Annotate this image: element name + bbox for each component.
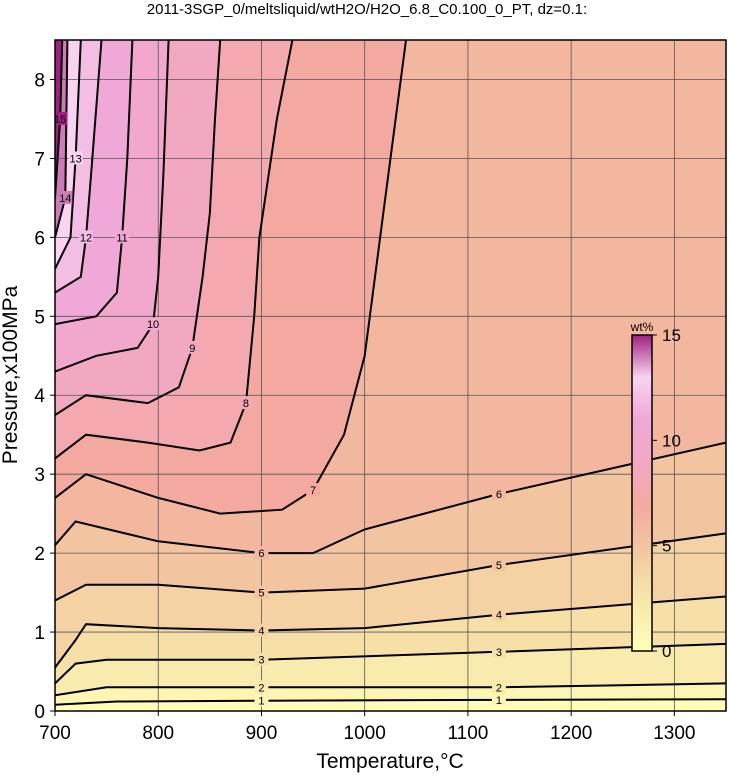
contour-label: 1 [496, 695, 502, 707]
contour-label-bg [58, 190, 73, 204]
contour-line [55, 441, 726, 555]
y-tick-label: 3 [34, 465, 45, 486]
chart-title: 2011-3SGP_0/meltsliquid/wtH2O/H2O_6.8_C0… [147, 1, 587, 18]
contour-label: 4 [258, 625, 264, 637]
contour-label-bg [78, 230, 93, 244]
contour-label: 1 [258, 696, 264, 708]
contour-label-bg [254, 585, 269, 599]
contour-label-bg [68, 151, 83, 165]
contour-label: 7 [310, 485, 316, 497]
contour-label: 14 [59, 193, 71, 205]
y-tick-label: 1 [34, 623, 45, 644]
colorbar-label: wt% [630, 320, 654, 334]
x-axis-label: Temperature,°C [316, 750, 463, 773]
y-tick-label: 0 [34, 702, 45, 723]
contour-label: 10 [147, 319, 159, 331]
plot-frame [54, 39, 727, 712]
contour-label-bg [55, 111, 68, 125]
contour-label-bg [491, 557, 506, 571]
colorbar-tick-label: 15 [662, 326, 681, 345]
contour-label-bg [306, 482, 321, 496]
contour-line [55, 40, 294, 460]
contour-label-bg [491, 607, 506, 621]
contour-label: 6 [258, 548, 264, 560]
y-tick-label: 6 [34, 228, 45, 249]
contour-label-bg [491, 692, 506, 706]
contour-label: 11 [116, 232, 127, 244]
contour-line [55, 40, 407, 515]
colorbar [631, 334, 653, 652]
contour-label-bg [185, 340, 200, 354]
contour-line [55, 40, 82, 270]
x-tick-label: 1200 [550, 723, 592, 744]
contour-label-bg [115, 230, 130, 244]
contour-line [55, 595, 726, 669]
contour-label: 3 [258, 655, 264, 667]
contour-line [55, 642, 726, 685]
contour-label-bg [254, 680, 269, 694]
contour-label-bg [491, 680, 506, 694]
x-tick-label: 800 [142, 723, 174, 744]
contour-label: 15 [54, 114, 66, 126]
contour-label: 9 [189, 343, 195, 355]
contour-label: 6 [496, 489, 502, 501]
contour-label-bg [254, 546, 269, 560]
contour-label: 5 [496, 560, 502, 572]
contour-label: 4 [496, 610, 502, 622]
contour-label-bg [238, 396, 253, 410]
contour-label-bg [491, 486, 506, 500]
x-tick-label: 1100 [447, 723, 488, 744]
x-tick-label: 1300 [653, 723, 695, 744]
colorbar-tick-label: 10 [662, 431, 681, 450]
contour-line [55, 40, 134, 326]
contour-label-bg [254, 623, 269, 637]
x-tick-label: 900 [246, 723, 278, 744]
x-tick-label: 1000 [344, 723, 386, 744]
contour-label-bg [146, 317, 161, 331]
contour-label: 3 [496, 647, 502, 659]
colorbar-tick-label: 0 [662, 642, 671, 661]
contour-label: 12 [80, 232, 92, 244]
y-tick-label: 5 [34, 307, 45, 328]
contour-label-bg [254, 693, 269, 707]
contour-label: 5 [258, 588, 264, 600]
colorbar-tick-label: 5 [662, 537, 671, 556]
y-axis-label: Pressure,x100MPa [0, 285, 22, 464]
contour-label-bg [491, 644, 506, 658]
contour-label: 13 [70, 153, 82, 165]
y-tick-label: 4 [34, 386, 45, 407]
y-tick-label: 2 [34, 544, 45, 565]
contour-label-bg [254, 652, 269, 666]
y-tick-label: 7 [34, 149, 45, 170]
contour-label: 2 [258, 682, 264, 694]
contour-label: 8 [243, 398, 249, 410]
y-tick-label: 8 [34, 70, 45, 91]
contour-label: 2 [496, 682, 502, 694]
x-tick-label: 700 [39, 723, 71, 744]
